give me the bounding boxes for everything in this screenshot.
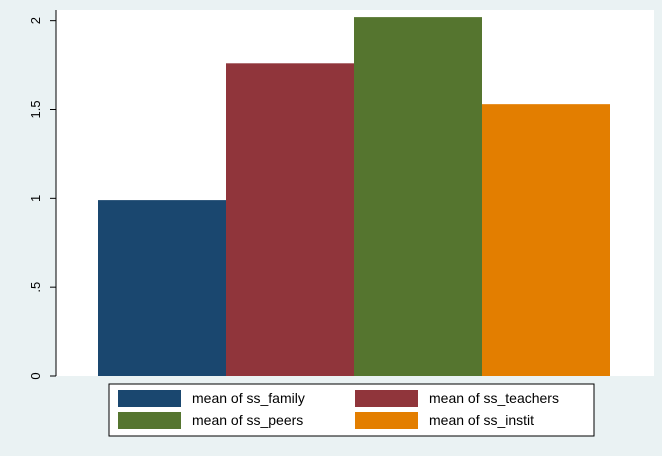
- legend-swatch: [118, 390, 181, 407]
- legend-label: mean of ss_family: [192, 390, 305, 406]
- legend-box: [108, 383, 595, 437]
- legend-swatch: [355, 390, 418, 407]
- y-tick-label: 0: [28, 372, 43, 379]
- y-tick-label: 1: [28, 195, 43, 202]
- bar-mean-of-ss_teachers: [226, 63, 354, 377]
- bars-group: [98, 17, 610, 377]
- legend-label: mean of ss_peers: [192, 412, 303, 428]
- legend-label: mean of ss_teachers: [429, 390, 559, 406]
- bar-mean-of-ss_peers: [354, 17, 482, 376]
- y-tick-label: 1.5: [28, 100, 43, 118]
- y-tick-label: .5: [28, 282, 43, 293]
- legend-swatch: [118, 412, 181, 429]
- bar-mean-of-ss_instit: [482, 104, 610, 377]
- legend-swatch: [355, 412, 418, 429]
- legend: mean of ss_family mean of ss_teachersmean…: [108, 383, 595, 437]
- y-axis-ticks: 0 .5 1 1.5 2: [28, 17, 56, 380]
- y-tick-label: 2: [28, 17, 43, 24]
- legend-label: mean of ss_instit: [429, 412, 534, 428]
- bar-mean-of-ss_family: [98, 200, 226, 376]
